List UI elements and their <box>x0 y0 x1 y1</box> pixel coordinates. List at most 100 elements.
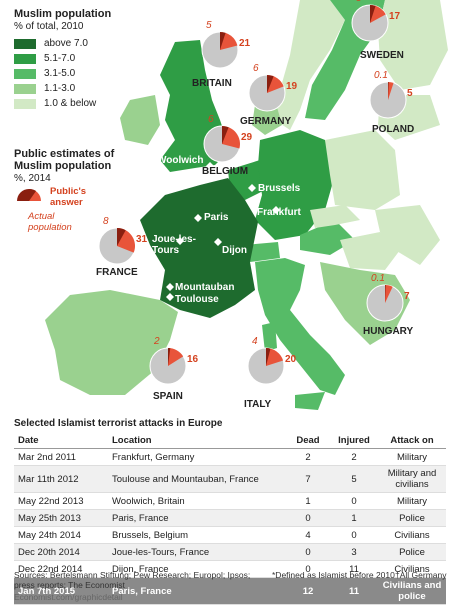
attacks-table-section: Selected Islamist terrorist attacks in E… <box>14 418 446 605</box>
cell-location: Paris, France <box>108 577 286 605</box>
legend-swatch <box>14 38 36 49</box>
actual-value: 5 <box>356 0 362 4</box>
legend-item: 5.1-7.0 <box>14 53 75 64</box>
cell-location: Toulouse and Mountauban, France <box>108 465 286 493</box>
city-label-paris: Paris <box>204 212 229 223</box>
public-value: 21 <box>239 38 251 49</box>
cell-injured: 0 <box>330 526 378 544</box>
city-dot-frankfurt <box>272 206 280 214</box>
cell-dead: 0 <box>286 560 330 578</box>
pie-spain <box>149 347 187 385</box>
legend-label: 1.0 & below <box>44 98 97 109</box>
city-label-toulouse: Toulouse <box>175 294 219 305</box>
cell-attack-on: Civilians <box>378 560 446 578</box>
credit-line: Economist.com/graphicdetail <box>14 592 123 602</box>
table-row: May 22nd 2013 Woolwich, Britain 1 0 Military <box>14 492 446 510</box>
sicily-shape <box>295 392 325 410</box>
legend-swatch <box>14 68 36 79</box>
legend-label: 5.1-7.0 <box>44 53 76 64</box>
city-dot-paris <box>194 214 202 222</box>
legend-swatch <box>14 98 36 109</box>
country-label: GERMANY <box>240 116 292 127</box>
cell-injured: 2 <box>330 448 378 466</box>
ireland-shape <box>120 95 160 145</box>
header-dead: Dead <box>286 433 330 449</box>
city-dot-toulouse <box>166 293 174 301</box>
legend-swatch <box>14 53 36 64</box>
public-value: 16 <box>187 354 199 365</box>
city-label-woolwich: Woolwich <box>157 155 204 166</box>
city-label-frankfurt: Frankfurt <box>257 207 301 218</box>
actual-value: 6 <box>208 114 214 125</box>
actual-population-label: Actual population <box>28 211 72 233</box>
estimates-key-icon <box>17 188 41 201</box>
actual-value: 0.1 <box>374 70 388 81</box>
city-dot-dijon <box>214 238 222 246</box>
cell-attack-on: Civilians <box>378 526 446 544</box>
pie-france <box>98 227 136 265</box>
city-dot-mountauban <box>166 283 174 291</box>
pie-actual-slice <box>388 81 389 100</box>
czech-shape <box>310 205 360 228</box>
table-row: Dec 22nd 2014 Dijon, France 0 11 Civilians <box>14 560 446 578</box>
legend-item: 1.1-3.0 <box>14 83 75 94</box>
cell-attack-on: Military <box>378 492 446 510</box>
actual-value: 4 <box>252 336 258 347</box>
pie-public-slice <box>388 82 394 100</box>
city-label-dijon: Dijon <box>222 245 247 256</box>
legend-label: 1.1-3.0 <box>44 83 76 94</box>
spain-shape <box>45 290 178 395</box>
europe-map <box>45 0 448 410</box>
pie-actual-slice <box>220 32 226 50</box>
cell-dead: 0 <box>286 509 330 527</box>
pie-britain <box>201 31 239 69</box>
legend-subtitle: % of total, 2010 <box>14 21 84 32</box>
city-label-joue: Joue-les-Tours <box>152 234 196 256</box>
france-shape <box>140 178 258 318</box>
cell-date: Dec 22nd 2014 <box>14 560 108 578</box>
cell-injured: 5 <box>330 465 378 493</box>
cell-date: Dec 20th 2014 <box>14 543 108 561</box>
cell-injured: 11 <box>330 560 378 578</box>
country-label: BRITAIN <box>192 78 232 89</box>
cell-dead: 2 <box>286 448 330 466</box>
cell-dead: 0 <box>286 543 330 561</box>
hungary-shape <box>340 232 400 270</box>
cell-location: Brussels, Belgium <box>108 526 286 544</box>
switzerland-shape <box>245 242 280 262</box>
public-value: 31 <box>136 234 148 245</box>
city-label-brussels: Brussels <box>258 183 301 194</box>
actual-value: 6 <box>253 63 259 74</box>
legend-item: 3.1-5.0 <box>14 68 75 79</box>
header-injured: Injured <box>330 433 378 449</box>
pie-sweden <box>351 4 389 42</box>
italy-shape <box>255 258 345 395</box>
cell-injured: 3 <box>330 543 378 561</box>
pie-belgium <box>203 125 241 163</box>
public-value: 29 <box>241 132 253 143</box>
poland-shape <box>325 130 400 210</box>
public-value: 19 <box>286 81 298 92</box>
table-row: May 24th 2014 Brussels, Belgium 4 0 Civilian… <box>14 526 446 544</box>
footnote-germany: †All Germany <box>395 570 447 580</box>
legend-item: 1.0 & below <box>14 98 96 109</box>
cell-dead: 4 <box>286 526 330 544</box>
footnote-islamist: *Defined as Islamist before 2010 <box>272 570 395 580</box>
pie-actual-slice <box>370 5 376 23</box>
public-value: 17 <box>389 11 401 22</box>
cell-location: Joue-les-Tours, France <box>108 543 286 561</box>
table-row: Jan 7th 2015 Paris, France 12 11 Civilians a… <box>14 577 446 605</box>
pie-public-slice <box>168 348 184 366</box>
city-dot-brussels <box>248 184 256 192</box>
pie-hungary <box>366 284 404 322</box>
legend-item: above 7.0 <box>14 38 88 49</box>
city-dot-woolwich <box>206 162 214 170</box>
legend-swatch <box>14 83 36 94</box>
cell-location: Paris, France <box>108 509 286 527</box>
public-value: 20 <box>285 354 297 365</box>
table-row: May 25th 2013 Paris, France 0 1 Police <box>14 509 446 527</box>
city-label-mountauban: Mountauban <box>175 282 235 293</box>
sources-note: Sources: Bertelsmann Stiftung; Pew Resea… <box>14 570 251 590</box>
actual-value: 8 <box>103 216 109 227</box>
country-label: FRANCE <box>96 267 138 278</box>
